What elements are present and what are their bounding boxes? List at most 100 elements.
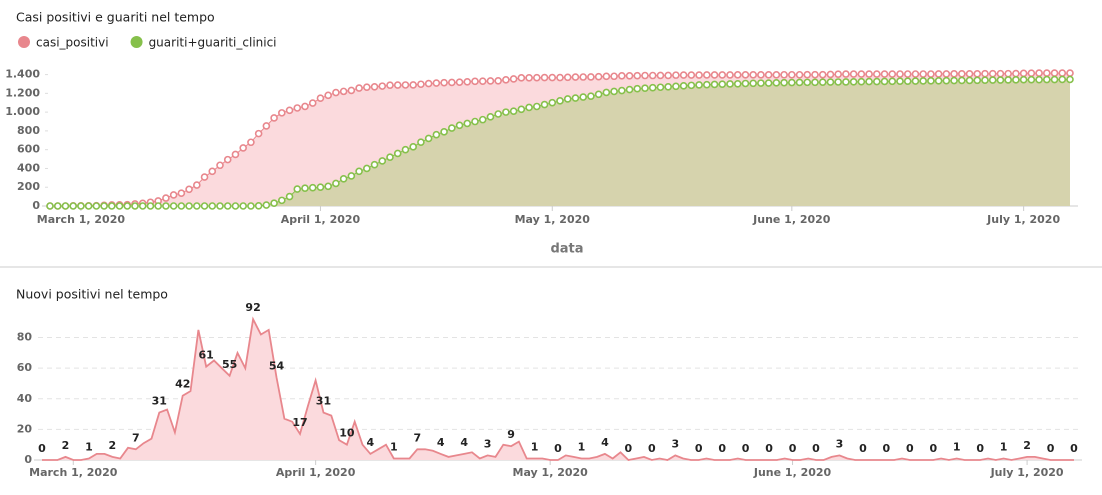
point (849, 70, 858, 78)
point (208, 167, 217, 176)
data-label: 2 (1023, 439, 1031, 452)
legend-label: casi_positivi (36, 36, 109, 50)
point (741, 71, 750, 79)
point (53, 202, 62, 210)
chart-title: Casi positivi e guariti nel tempo (16, 10, 215, 25)
point (363, 83, 371, 91)
x-tick-label: June 1, 2020 (752, 213, 831, 226)
point (687, 81, 696, 90)
data-label: 54 (269, 359, 285, 372)
legend-marker (18, 36, 30, 48)
x-axis-title: data (550, 242, 583, 257)
point (517, 105, 526, 114)
point (927, 70, 935, 78)
point (811, 70, 819, 79)
data-label: 7 (413, 431, 421, 444)
data-label: 0 (742, 442, 750, 455)
y-tick-label: 600 (17, 143, 40, 156)
point (324, 182, 332, 191)
point (733, 71, 742, 79)
point (424, 79, 433, 88)
point (633, 84, 642, 93)
point (610, 87, 618, 96)
point (200, 173, 209, 181)
point (509, 75, 518, 83)
data-label: 2 (109, 439, 117, 452)
data-label: 0 (812, 442, 820, 455)
data-label: 61 (199, 349, 214, 362)
point (440, 78, 448, 87)
point (84, 202, 93, 210)
point (911, 77, 920, 85)
point (741, 79, 750, 88)
point (77, 202, 85, 210)
point (950, 70, 958, 78)
point (432, 79, 441, 87)
point (108, 202, 116, 210)
point (749, 79, 757, 88)
point (803, 70, 812, 79)
point (115, 202, 124, 210)
point (278, 109, 286, 117)
point (100, 202, 108, 210)
point (981, 76, 989, 85)
data-label: 10 (339, 427, 355, 440)
point (185, 202, 193, 210)
point (123, 202, 132, 210)
point (656, 83, 665, 92)
point (718, 80, 727, 88)
chart-title: Nuovi positivi nel tempo (16, 287, 168, 302)
point (533, 102, 541, 111)
point (965, 76, 974, 85)
point (239, 144, 247, 152)
point (301, 184, 309, 192)
point (270, 199, 278, 207)
point (316, 183, 325, 192)
data-label: 17 (292, 416, 307, 429)
point (919, 70, 927, 78)
data-label: 3 (671, 437, 679, 450)
point (563, 95, 572, 103)
x-tick-label: March 1, 2020 (37, 213, 126, 226)
point (857, 70, 866, 78)
point (826, 70, 835, 79)
point (625, 71, 634, 80)
point (826, 78, 835, 86)
y-tick-label: 60 (17, 361, 33, 374)
point (525, 103, 533, 112)
data-label: 0 (695, 442, 703, 455)
data-label: 4 (367, 436, 375, 449)
point (950, 76, 958, 85)
y-tick-label: 1.400 (5, 68, 40, 81)
point (293, 185, 302, 193)
point (927, 77, 935, 85)
point (1019, 75, 1028, 84)
y-tick-label: 20 (17, 422, 33, 435)
point (393, 81, 402, 89)
data-label: 55 (222, 358, 237, 371)
point (347, 172, 356, 180)
point (703, 71, 711, 79)
point (749, 71, 757, 79)
data-label: 4 (460, 436, 468, 449)
point (540, 73, 549, 82)
y-tick-label: 0 (24, 453, 32, 466)
y-tick-label: 800 (17, 124, 40, 137)
x-tick-label: July 1, 2020 (990, 466, 1064, 479)
point (818, 78, 827, 86)
point (293, 104, 302, 112)
point (695, 81, 703, 89)
point (1043, 69, 1051, 77)
point (517, 74, 526, 82)
point (285, 106, 294, 115)
point (679, 71, 688, 79)
point (486, 77, 495, 85)
point (448, 78, 456, 87)
point (247, 138, 255, 147)
line (42, 316, 1074, 461)
point (757, 79, 765, 87)
point (788, 78, 796, 87)
point (764, 71, 773, 79)
point (587, 92, 595, 100)
